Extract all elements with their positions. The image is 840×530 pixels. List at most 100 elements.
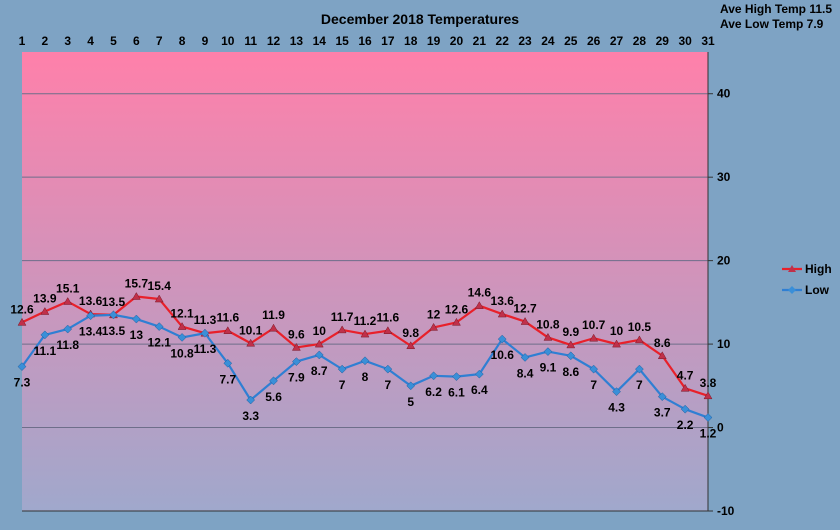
x-tick-label: 17 [381,34,395,48]
low-data-label: 3.7 [654,406,671,420]
high-data-label: 12.7 [513,302,537,316]
high-data-label: 15.4 [148,279,172,293]
low-data-label: 7.7 [219,372,236,386]
low-point [200,328,210,338]
low-data-label: 13.5 [102,324,126,338]
high-point [17,317,27,326]
low-data-label: 12.1 [148,336,172,350]
high-data-label: 12 [427,307,441,321]
low-data-label: 5 [407,395,414,409]
low-point [452,372,461,381]
x-tick-label: 12 [267,34,281,48]
high-data-label: 10.7 [582,318,606,332]
low-point [314,350,324,360]
low-point [292,357,301,366]
low-data-label: 7 [385,378,392,392]
high-point [314,339,324,348]
high-data-label: 11.9 [262,308,285,322]
low-point [657,392,667,402]
high-data-label: 10.8 [536,317,560,331]
legend: High Low [782,262,832,297]
low-point [612,387,621,397]
x-tick-label: 26 [587,34,601,48]
high-data-label: 9.6 [288,327,305,341]
high-data-label: 15.7 [125,277,149,291]
high-data-label: 10 [610,324,624,338]
series-group [17,292,713,422]
x-tick-label: 14 [313,34,327,48]
legend-label-low: Low [805,283,830,297]
low-data-label: 4.3 [608,401,625,415]
high-data-label: 15.1 [56,282,80,296]
low-point [131,314,141,324]
low-point [337,364,347,374]
high-point [429,322,439,331]
x-tick-label: 6 [133,34,140,48]
low-point [177,333,187,342]
high-data-label: 13.6 [491,294,515,308]
low-point [40,330,50,340]
legend-marker-low [788,286,796,294]
low-point [109,310,118,320]
low-point [223,358,233,368]
high-point [246,338,256,347]
high-point [131,292,141,300]
plot-area [22,52,708,511]
high-data-label: 11.6 [377,311,400,325]
high-data-label: 12.6 [445,302,469,316]
x-tick-label: 29 [656,34,670,48]
low-data-label: 1.2 [700,427,717,441]
low-point [63,324,73,334]
high-point [634,335,644,344]
low-point [680,404,690,414]
low-data-label: 8.7 [311,364,328,378]
x-tick-label: 2 [42,34,49,48]
x-tick-label: 31 [701,34,715,48]
y-tick-label: 0 [717,421,724,435]
low-point [635,364,644,374]
high-point [520,317,530,325]
low-data-label: 9.1 [540,361,557,375]
grid-lines [22,93,708,429]
high-point [497,309,507,318]
y-tick-label: 30 [717,170,731,184]
low-point [474,369,484,379]
y-tick-label: 40 [717,87,731,101]
y-tick-label: -10 [717,504,735,518]
data-labels: 12.613.915.113.6 13.515.7 15.412.1 11.3 11.6… [10,277,716,441]
high-data-label: 11.6 [216,311,239,325]
low-data-label: 8 [362,370,369,384]
x-tick-label: 10 [221,34,235,48]
x-tick-label: 3 [64,34,71,48]
high-data-label: 8.6 [654,336,671,350]
high-point [383,326,393,334]
low-data-label: 3.3 [242,409,259,423]
high-data-label: 4.7 [677,368,694,382]
high-point [680,383,690,392]
high-point [177,322,187,330]
high-data-label: 10.1 [239,323,263,337]
low-point [383,364,393,374]
x-tick-label: 8 [179,34,186,48]
high-point [703,391,713,400]
low-point [429,371,438,381]
high-point [360,329,370,338]
ave-high-annotation: Ave High Temp 11.5 [720,2,832,16]
low-data-label: 7 [339,378,346,392]
high-point [566,340,576,349]
low-data-label: 7 [636,378,643,392]
low-point [497,334,507,344]
x-tick-label: 22 [496,34,510,48]
high-point [589,333,599,342]
x-tick-label: 18 [404,34,418,48]
x-tick-label: 7 [156,34,163,48]
x-tick-label: 28 [633,34,647,48]
y-tick-label: 20 [717,254,731,268]
high-data-label: 9.9 [562,325,579,339]
low-point [269,376,278,386]
low-data-label: 13.4 [79,325,103,339]
x-tick-label: 23 [518,34,532,48]
